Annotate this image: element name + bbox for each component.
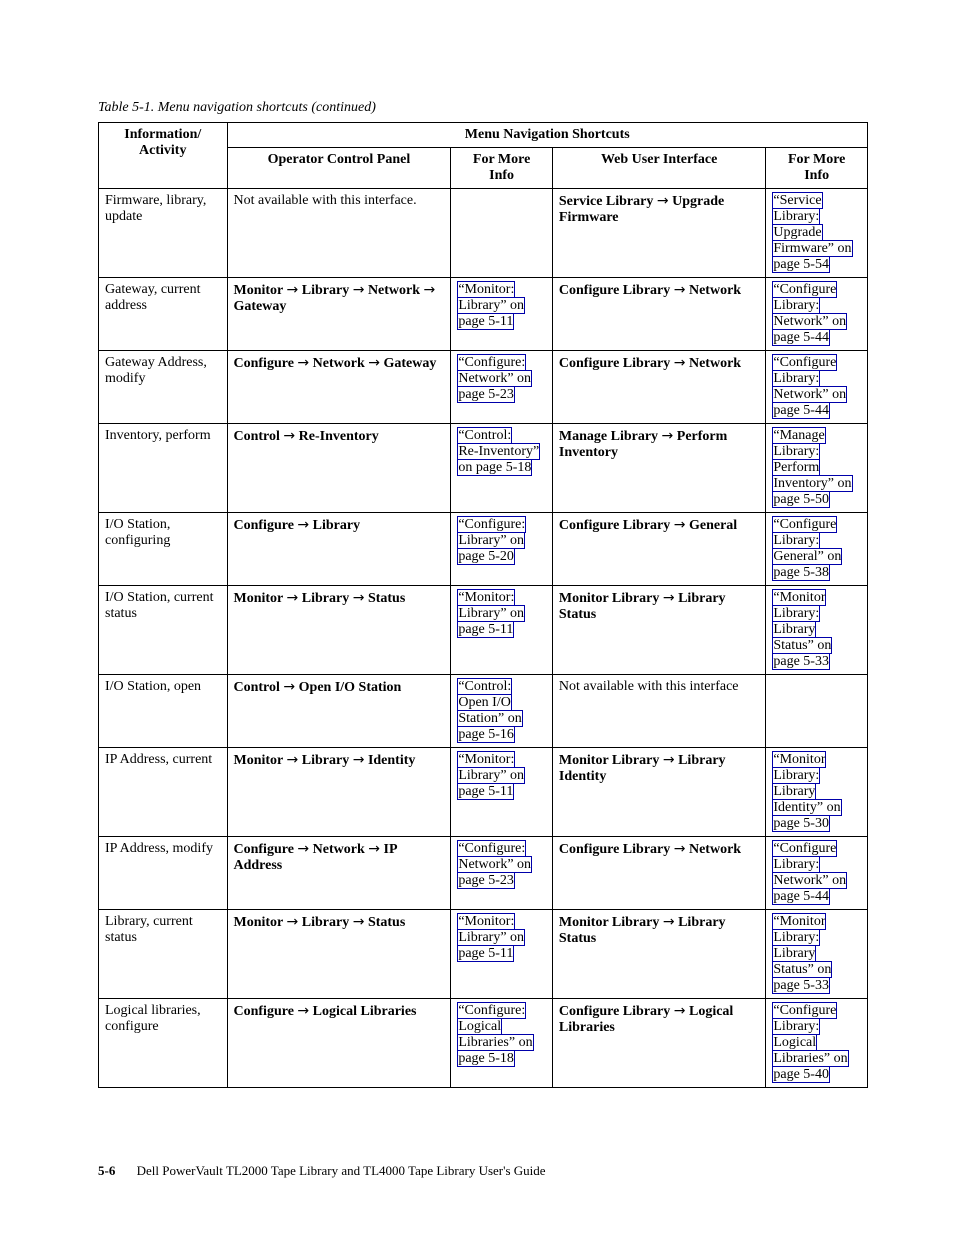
page-footer: 5-6 Dell PowerVault TL2000 Tape Library … xyxy=(98,1163,546,1179)
nav-shortcuts-table: Information/ Activity Menu Navigation Sh… xyxy=(98,122,868,1088)
cell-wui: Manage Library → Perform Inventory xyxy=(552,424,765,513)
cell-ocp: Configure → Network → Gateway xyxy=(227,351,451,424)
cell-more-info-wui xyxy=(766,675,868,748)
table-row: IP Address, modifyConfigure → Network → … xyxy=(99,837,868,910)
cell-wui: Not available with this interface xyxy=(552,675,765,748)
cell-wui: Monitor Library → Library Identity xyxy=(552,748,765,837)
table-row: I/O Station, configuringConfigure → Libr… xyxy=(99,513,868,586)
table-row: I/O Station, current statusMonitor → Lib… xyxy=(99,586,868,675)
table-row: Inventory, performControl → Re-Inventory… xyxy=(99,424,868,513)
cell-more-info-wui[interactable]: “MonitorLibrary:LibraryIdentity” onpage … xyxy=(766,748,868,837)
cell-ocp: Monitor → Library → Status xyxy=(227,586,451,675)
cell-more-info-ocp[interactable]: “Configure:Network” onpage 5-23 xyxy=(451,351,553,424)
table-row: I/O Station, openControl → Open I/O Stat… xyxy=(99,675,868,748)
hdr-more1a: For More xyxy=(473,152,530,167)
hdr-wui: Web User Interface xyxy=(552,148,765,189)
hdr-more1b: Info xyxy=(489,168,514,183)
cell-wui: Monitor Library → Library Status xyxy=(552,910,765,999)
hdr-wui-text: Web User Interface xyxy=(601,152,717,167)
cell-info: I/O Station, configuring xyxy=(99,513,228,586)
table-row: Firmware, library, updateNot available w… xyxy=(99,189,868,278)
cell-ocp: Configure → Network → IP Address xyxy=(227,837,451,910)
cell-ocp: Not available with this interface. xyxy=(227,189,451,278)
cell-info: I/O Station, open xyxy=(99,675,228,748)
cell-more-info-ocp xyxy=(451,189,553,278)
hdr-top-span: Menu Navigation Shortcuts xyxy=(227,123,868,148)
cell-more-info-wui[interactable]: “ConfigureLibrary:General” onpage 5-38 xyxy=(766,513,868,586)
cell-more-info-ocp[interactable]: “Control:Open I/OStation” onpage 5-16 xyxy=(451,675,553,748)
cell-more-info-wui[interactable]: “ConfigureLibrary:LogicalLibraries” onpa… xyxy=(766,999,868,1088)
cell-ocp: Monitor → Library → Network → Gateway xyxy=(227,278,451,351)
cell-more-info-ocp[interactable]: “Monitor:Library” onpage 5-11 xyxy=(451,748,553,837)
cell-more-info-ocp[interactable]: “Monitor:Library” onpage 5-11 xyxy=(451,586,553,675)
table-row: Gateway Address, modifyConfigure → Netwo… xyxy=(99,351,868,424)
cell-more-info-ocp[interactable]: “Monitor:Library” onpage 5-11 xyxy=(451,278,553,351)
cell-wui: Configure Library → Network xyxy=(552,351,765,424)
cell-wui: Configure Library → Network xyxy=(552,278,765,351)
table-body: Firmware, library, updateNot available w… xyxy=(99,189,868,1088)
cell-info: IP Address, current xyxy=(99,748,228,837)
hdr-info-text: Information/ Activity xyxy=(124,127,201,158)
cell-more-info-ocp[interactable]: “Monitor:Library” onpage 5-11 xyxy=(451,910,553,999)
cell-wui: Monitor Library → Library Status xyxy=(552,586,765,675)
cell-wui: Service Library → Upgrade Firmware xyxy=(552,189,765,278)
hdr-ocp: Operator Control Panel xyxy=(227,148,451,189)
cell-info: Inventory, perform xyxy=(99,424,228,513)
cell-more-info-wui[interactable]: “ConfigureLibrary:Network” onpage 5-44 xyxy=(766,278,868,351)
cell-ocp: Monitor → Library → Identity xyxy=(227,748,451,837)
footer-text: Dell PowerVault TL2000 Tape Library and … xyxy=(137,1163,546,1178)
cell-more-info-ocp[interactable]: “Configure:Library” onpage 5-20 xyxy=(451,513,553,586)
cell-more-info-wui[interactable]: “ManageLibrary:PerformInventory” onpage … xyxy=(766,424,868,513)
cell-info: Logical libraries, configure xyxy=(99,999,228,1088)
hdr-ocp-text: Operator Control Panel xyxy=(268,152,411,167)
cell-more-info-wui[interactable]: “ServiceLibrary:UpgradeFirmware” onpage … xyxy=(766,189,868,278)
cell-more-info-wui[interactable]: “ConfigureLibrary:Network” onpage 5-44 xyxy=(766,351,868,424)
cell-more-info-ocp[interactable]: “Configure:Network” onpage 5-23 xyxy=(451,837,553,910)
cell-ocp: Monitor → Library → Status xyxy=(227,910,451,999)
cell-ocp: Control → Re-Inventory xyxy=(227,424,451,513)
table-row: IP Address, currentMonitor → Library → I… xyxy=(99,748,868,837)
cell-wui: Configure Library → Logical Libraries xyxy=(552,999,765,1088)
cell-more-info-wui[interactable]: “MonitorLibrary:LibraryStatus” onpage 5-… xyxy=(766,586,868,675)
cell-info: Library, current status xyxy=(99,910,228,999)
document-page: Table 5-1. Menu navigation shortcuts (co… xyxy=(0,0,954,1235)
cell-ocp: Configure → Library xyxy=(227,513,451,586)
hdr-top-span-text: Menu Navigation Shortcuts xyxy=(465,127,630,142)
hdr-more1: For More Info xyxy=(451,148,553,189)
cell-more-info-wui[interactable]: “MonitorLibrary:LibraryStatus” onpage 5-… xyxy=(766,910,868,999)
cell-more-info-ocp[interactable]: “Configure:LogicalLibraries” onpage 5-18 xyxy=(451,999,553,1088)
hdr-more2b: Info xyxy=(804,168,829,183)
table-caption: Table 5-1. Menu navigation shortcuts (co… xyxy=(98,100,868,116)
cell-more-info-ocp[interactable]: “Control:Re-Inventory”on page 5-18 xyxy=(451,424,553,513)
table-row: Logical libraries, configureConfigure → … xyxy=(99,999,868,1088)
cell-info: Gateway Address, modify xyxy=(99,351,228,424)
table-header: Information/ Activity Menu Navigation Sh… xyxy=(99,123,868,189)
cell-info: Firmware, library, update xyxy=(99,189,228,278)
cell-wui: Configure Library → Network xyxy=(552,837,765,910)
cell-info: IP Address, modify xyxy=(99,837,228,910)
page-number: 5-6 xyxy=(98,1163,115,1178)
cell-ocp: Configure → Logical Libraries xyxy=(227,999,451,1088)
hdr-more2a: For More xyxy=(788,152,845,167)
cell-more-info-wui[interactable]: “ConfigureLibrary:Network” onpage 5-44 xyxy=(766,837,868,910)
table-row: Gateway, current addressMonitor → Librar… xyxy=(99,278,868,351)
table-row: Library, current statusMonitor → Library… xyxy=(99,910,868,999)
hdr-info: Information/ Activity xyxy=(99,123,228,189)
cell-wui: Configure Library → General xyxy=(552,513,765,586)
hdr-more2: For More Info xyxy=(766,148,868,189)
cell-info: I/O Station, current status xyxy=(99,586,228,675)
cell-ocp: Control → Open I/O Station xyxy=(227,675,451,748)
cell-info: Gateway, current address xyxy=(99,278,228,351)
